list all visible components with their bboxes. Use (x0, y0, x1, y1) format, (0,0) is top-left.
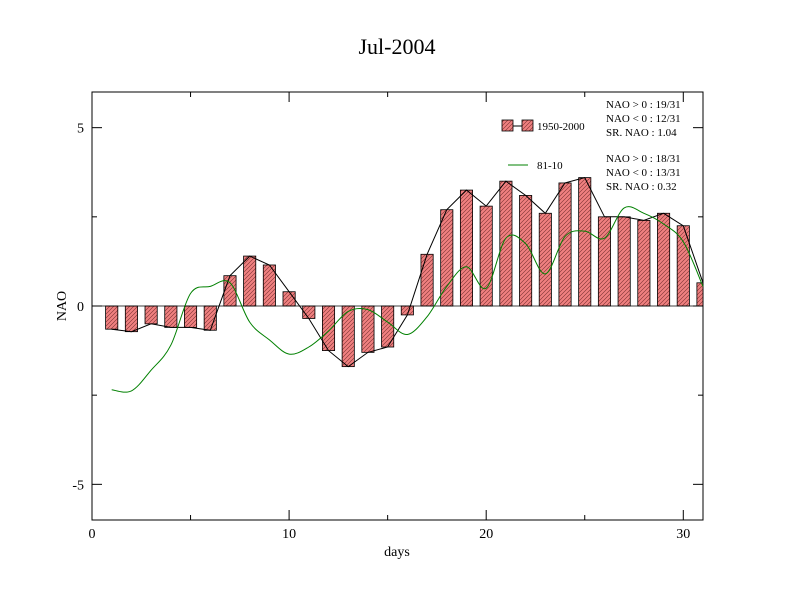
stat-1950-2000: SR. NAO : 1.04 (606, 127, 677, 139)
bar (479, 205, 493, 307)
stat-81-10: SR. NAO : 0.32 (606, 181, 677, 193)
legend: 1950-2000 81-10 NAO > 0 : 19/31 NAO < 0 : 1… (501, 99, 681, 193)
bar (440, 209, 454, 307)
x-tick-label: 30 (676, 527, 690, 542)
stat-1950-2000: NAO < 0 : 12/31 (606, 113, 681, 125)
bar (459, 189, 473, 307)
bar (420, 253, 434, 307)
bar (144, 305, 158, 325)
series-line-81-10 (111, 206, 704, 393)
bar (538, 212, 552, 307)
bar (637, 219, 651, 307)
chart-title: Jul-2004 (359, 34, 436, 59)
x-tick-label: 0 (89, 527, 96, 542)
y-tick-label: 0 (77, 300, 84, 315)
bar (282, 291, 296, 307)
bar-top-line (111, 177, 704, 368)
bar (243, 255, 257, 307)
legend-label-1950-2000: 1950-2000 (537, 121, 585, 133)
bar (578, 177, 592, 307)
legend-bar-swatch (501, 119, 514, 132)
x-tick-label: 10 (282, 527, 296, 542)
stat-81-10: NAO > 0 : 18/31 (606, 153, 681, 165)
x-tick-label: 20 (479, 527, 493, 542)
bar (105, 305, 119, 330)
bar (124, 305, 138, 333)
x-axis-label: days (384, 545, 410, 560)
bar (361, 305, 375, 353)
bar (164, 305, 178, 328)
legend-label-81-10: 81-10 (537, 160, 563, 172)
stat-81-10: NAO < 0 : 13/31 (606, 167, 681, 179)
bar (696, 282, 704, 307)
y-tick-label: 5 (77, 122, 84, 137)
bar (184, 305, 198, 328)
bar (617, 216, 631, 307)
plot-area: 0 10 20 30 -5 0 5 (72, 91, 704, 542)
y-tick-label: -5 (72, 478, 84, 493)
bar (597, 216, 611, 307)
legend-bar-swatch (521, 119, 534, 132)
stat-1950-2000: NAO > 0 : 19/31 (606, 99, 681, 111)
bar (499, 180, 513, 307)
y-axis-label: NAO (55, 291, 70, 321)
